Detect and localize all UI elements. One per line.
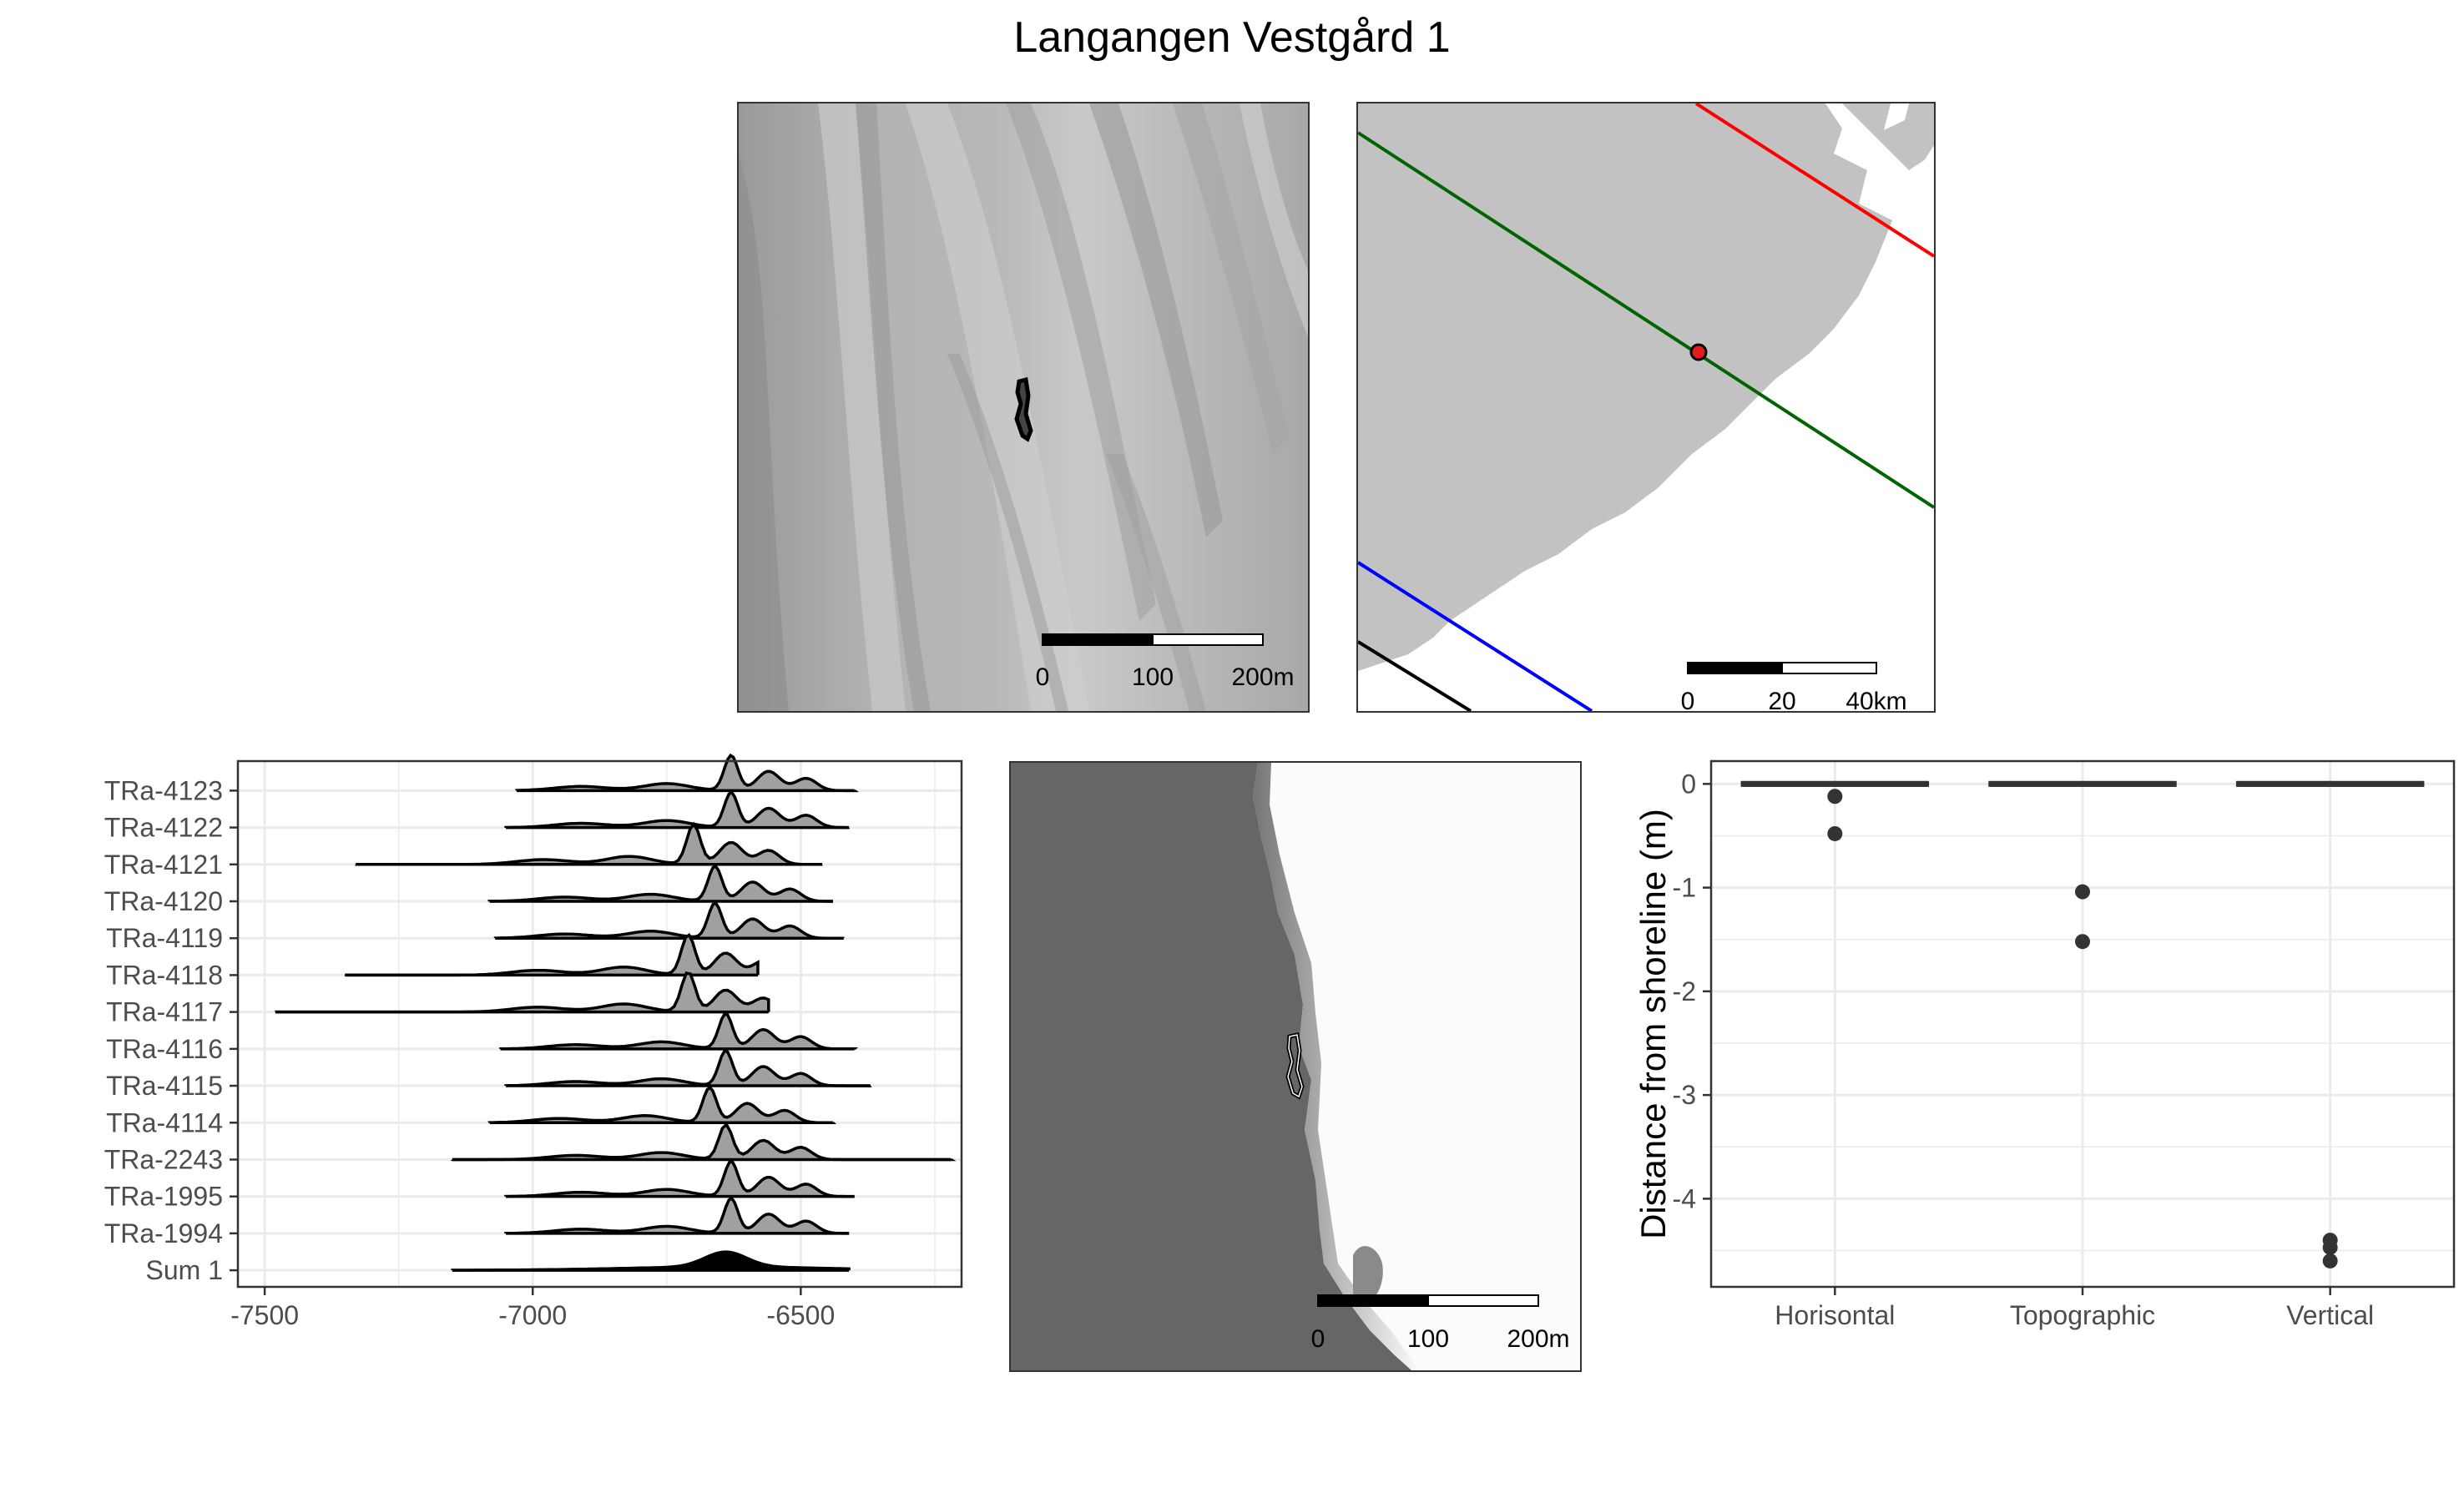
box-outlier-Topographic [2075,934,2090,950]
isobase-black [1358,640,1472,711]
ridge-fill-TRa-4118 [345,935,758,976]
ridge-fill-TRa-4119 [495,903,844,939]
ridge-category-label: TRa-2243 [104,1144,223,1174]
ridge-outline-TRa-1994 [504,1196,850,1235]
ridge-category-label: TRa-4123 [104,775,223,805]
ridge-fill-TRa-4116 [500,1014,855,1049]
ridge-x-tick-label: -6500 [766,1300,835,1330]
ridge-category-label: Sum 1 [146,1255,223,1285]
box-y-tick-label: -1 [1673,873,1696,903]
ridge-outline-TRa-1995 [504,1160,856,1198]
scale-bar: 0 100 200m [1036,633,1295,691]
box-y-tick-label: -2 [1673,976,1696,1006]
scale-bar: 0 100 200m [1311,1294,1570,1353]
ridge-outline-TRa-4123 [515,753,859,793]
ridge-category-label: TRa-4116 [106,1034,223,1064]
box-outlier-Horisontal [1827,789,1843,804]
ridge-category-label: TRa-4114 [106,1107,223,1137]
site-marker [1689,343,1708,361]
ridge-fill-TRa-1994 [506,1198,850,1233]
box-y-tick-label: 0 [1681,769,1696,799]
scale-label-0: 0 [1681,688,1695,711]
ridge-category-label: TRa-4120 [104,886,223,916]
isobase-blue [1358,561,1593,711]
ridge-category-label: TRa-4118 [106,960,223,990]
scale-label-100: 100 [1407,1325,1449,1353]
ridge-fill-TRa-4117 [275,973,769,1012]
ridge-outline-TRa-4116 [498,1012,858,1051]
box-outlier-Vertical [2322,1253,2338,1269]
box-category-label: Horisontal [1775,1300,1895,1330]
scale-label-200m: 200m [1231,663,1294,691]
box-outlier-Horisontal [1827,825,1843,841]
hillshade-map: 0 100 200m [737,102,1310,713]
ridge-x-tick-label: -7000 [498,1300,567,1330]
ridge-fill-TRa-4123 [516,755,855,791]
ridge-outline-TRa-4114 [487,1085,836,1125]
ridge-outline-TRa-4122 [504,790,851,830]
box-outlier-Topographic [2075,884,2090,900]
ridgeline-chart: TRa-4123 TRa-4122 TRa-4121 TRa-4120 TRa-4119… [104,753,963,1330]
scale-label-20: 20 [1768,688,1795,711]
ridge-fill-Sum 1 [452,1252,850,1271]
box-y-tick-label: -3 [1673,1080,1696,1110]
shoreline-distance-boxplot: 0 -1 -2 -3 -4 Horisontal Topographic Vertical Di… [1633,759,2456,1330]
scale-label-0: 0 [1036,663,1050,691]
box-category-label: Vertical [2286,1300,2374,1330]
sea-area [1011,763,1411,1370]
ridge-fill-TRa-4120 [489,866,833,901]
ridge-fill-TRa-1995 [506,1162,855,1197]
box-y-tick-label: -4 [1673,1183,1696,1213]
site-outline [1014,376,1033,442]
scale-label-40km: 40km [1845,688,1906,711]
scale-bar: 0 20 40km [1681,662,1907,711]
figure-title: Langangen Vestgård 1 [1013,13,1451,62]
box-category-label: Topographic [2010,1300,2155,1330]
ridge-category-label: TRa-4115 [106,1071,223,1101]
isobase-red [1694,103,1934,258]
ridge-outline-TRa-4115 [504,1049,872,1087]
ridge-category-label: TRa-4117 [106,997,223,1027]
ridge-outline-TRa-4120 [487,864,833,903]
ridge-category-label: TRa-4119 [106,923,223,953]
sea-level-map: 0 100 200m [1009,761,1582,1372]
box-y-axis-title: Distance from shoreline (m) [1633,809,1673,1239]
ridge-fill-TRa-4114 [489,1087,833,1123]
ridge-category-label: TRa-4122 [104,813,223,843]
ridge-panel-border [236,759,963,1289]
scale-label-200m: 200m [1507,1325,1569,1353]
ridge-fill-TRa-4122 [506,792,850,828]
ridge-category-label: TRa-4121 [104,850,223,880]
ridge-category-label: TRa-1995 [104,1182,223,1212]
ridge-outline-TRa-4119 [493,901,846,940]
scale-label-100: 100 [1132,663,1174,691]
regional-map: 0 20 40km [1356,102,1936,713]
ridge-category-label: TRa-1994 [104,1218,223,1248]
isobase-green [1358,131,1934,509]
box-outlier-Vertical [2322,1239,2338,1255]
scale-label-0: 0 [1311,1325,1325,1353]
ridge-panel-bg [238,761,962,1287]
ridge-x-tick-label: -7500 [230,1300,299,1330]
